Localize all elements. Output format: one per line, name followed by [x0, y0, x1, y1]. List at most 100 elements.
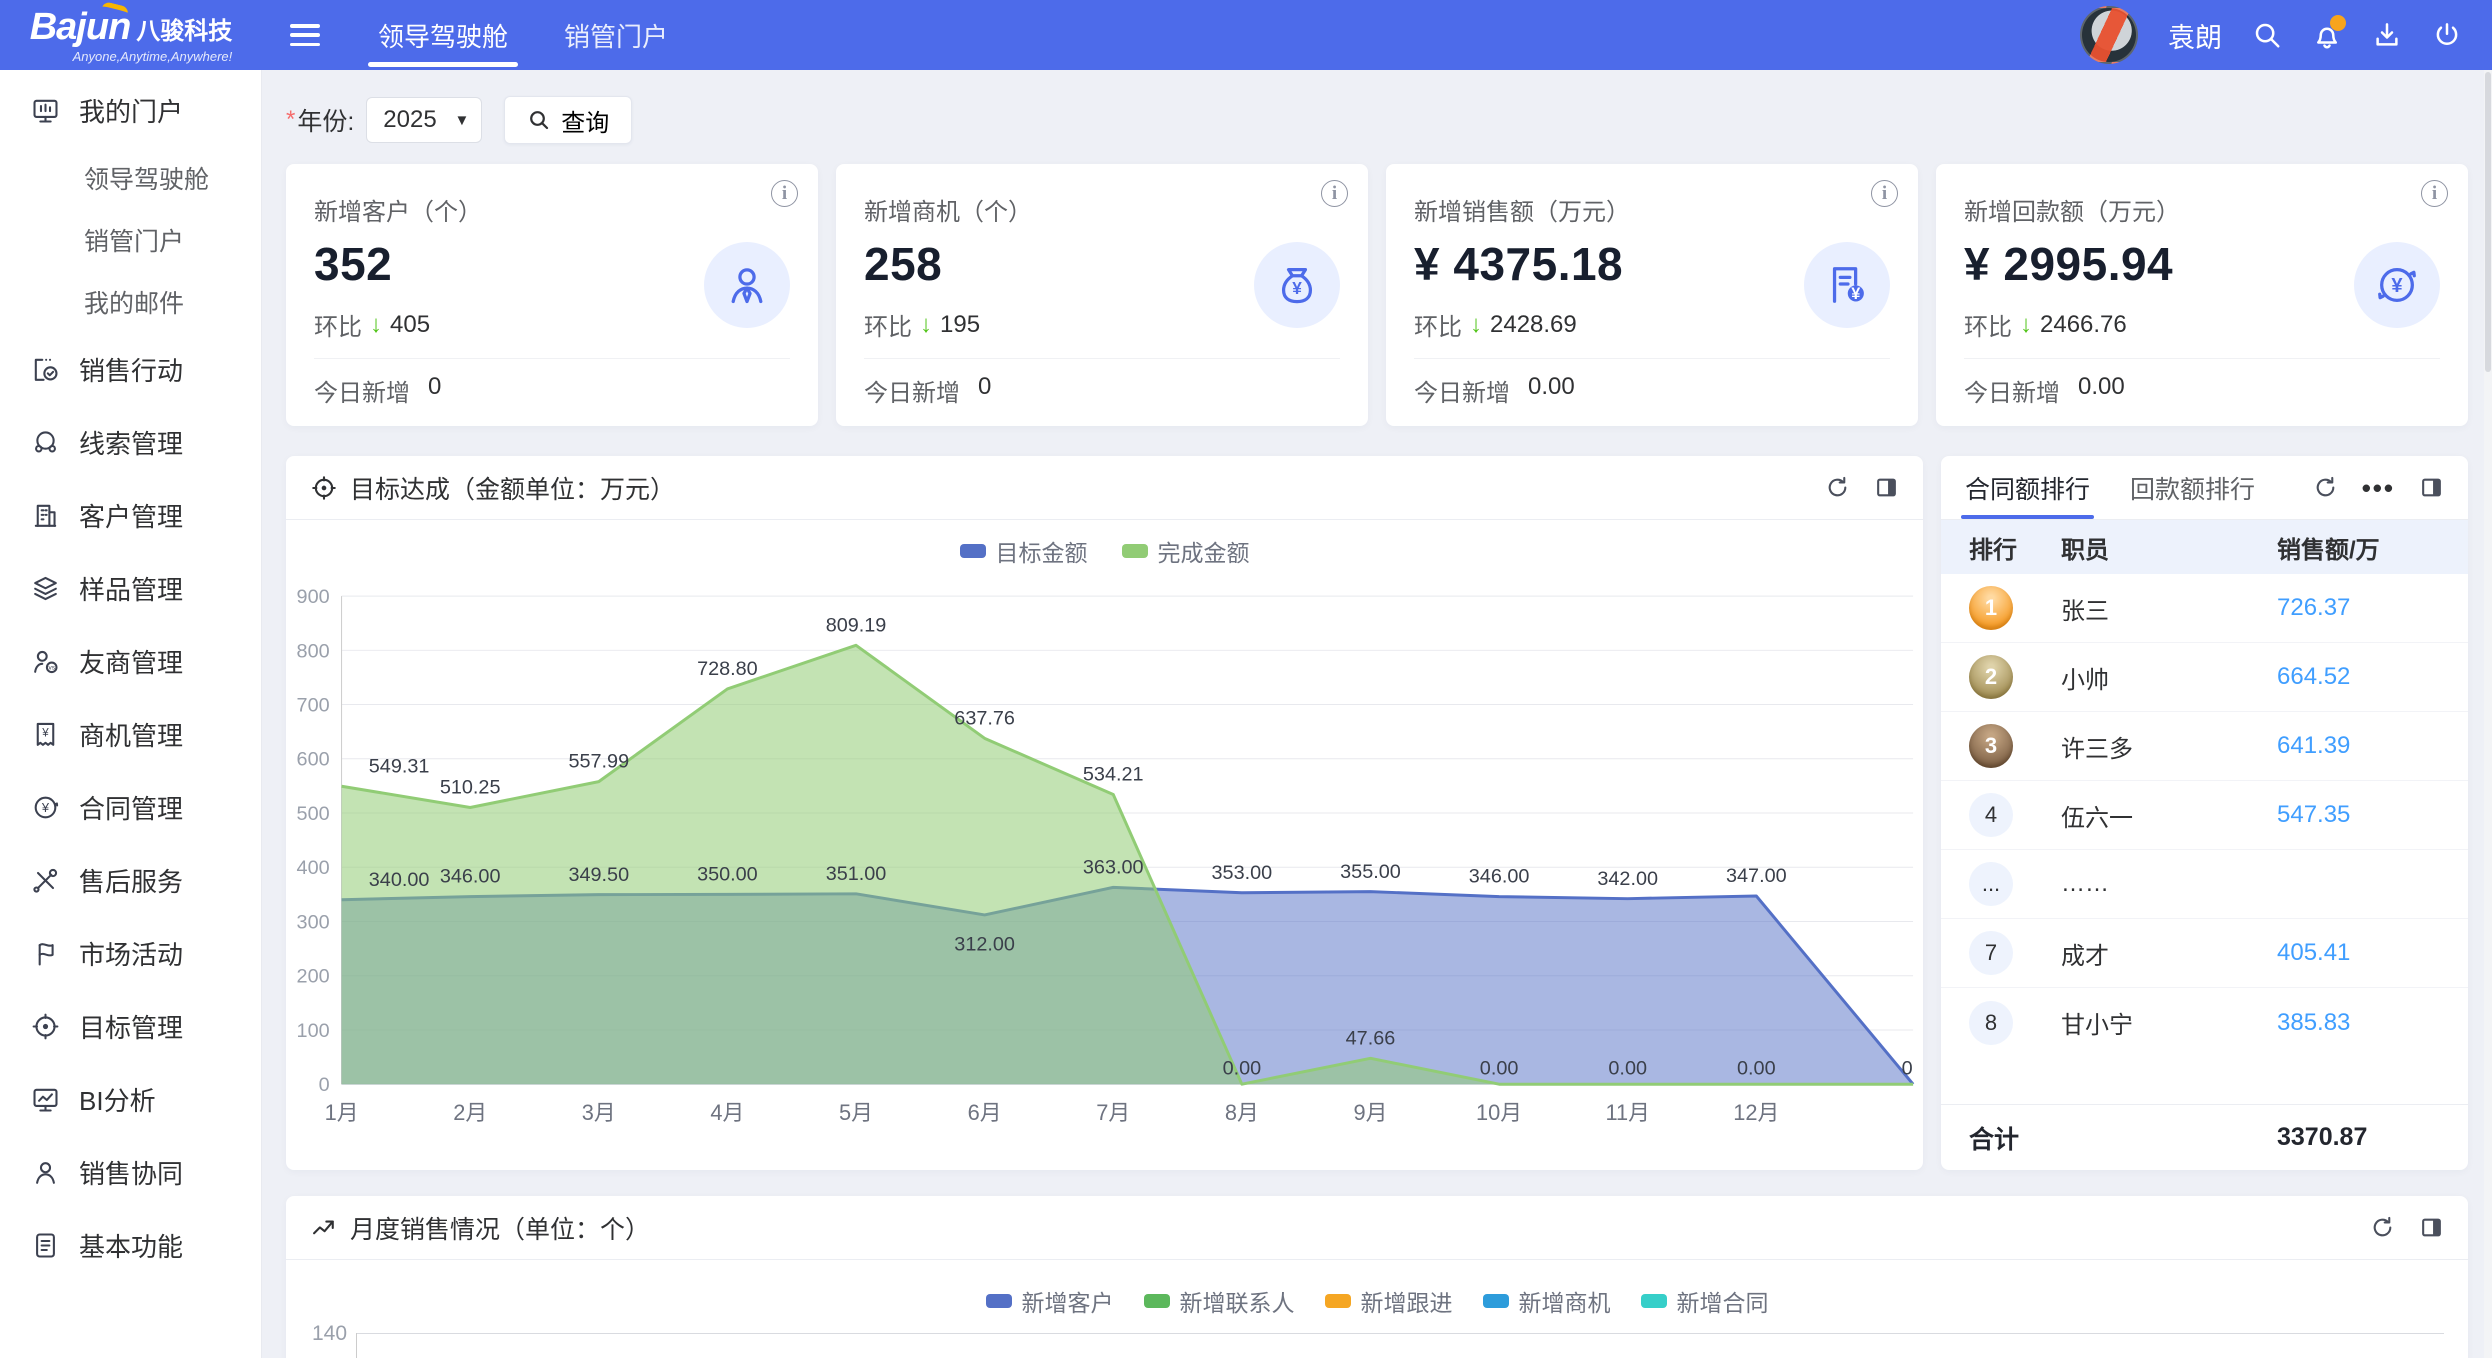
- brand-cn-text: 八骏科技: [136, 17, 233, 45]
- total-value: 3370.87: [2277, 1123, 2368, 1151]
- sidebar-item[interactable]: 目标管理: [0, 990, 261, 1063]
- more-icon[interactable]: •••: [2361, 472, 2395, 503]
- search-icon[interactable]: [2252, 20, 2282, 50]
- sales-amount-link[interactable]: 726.37: [2277, 594, 2351, 621]
- refresh-icon[interactable]: [2313, 475, 2338, 500]
- sidebar-item[interactable]: ¥ 合同管理: [0, 771, 261, 844]
- target-icon: [312, 475, 336, 500]
- table-row: ... ……: [1941, 850, 2468, 919]
- table-row: 3 许三多 641.39: [1941, 712, 2468, 781]
- sidebar-item[interactable]: ¥ 商机管理: [0, 698, 261, 771]
- avatar[interactable]: [2080, 6, 2138, 64]
- sales-amount-link[interactable]: 641.39: [2277, 732, 2351, 759]
- sample-icon: [34, 576, 57, 601]
- total-label: 合计: [1969, 1125, 2020, 1154]
- sidebar-item[interactable]: BI分析: [0, 1063, 261, 1136]
- medal-silver-icon: 2: [1969, 655, 2013, 699]
- nav-tab[interactable]: 领导驾驶舱: [350, 0, 536, 70]
- sidebar-item[interactable]: 线索管理: [0, 406, 261, 479]
- brand-swoosh: [101, 0, 130, 19]
- info-icon[interactable]: i: [2421, 180, 2448, 207]
- employee-name: ……: [2061, 870, 2109, 897]
- sidebar-item-label: 合同管理: [79, 794, 184, 824]
- search-button[interactable]: 查询: [504, 96, 633, 144]
- legend-label: 新增合同: [1676, 1290, 1769, 1316]
- sales-amount-link[interactable]: 664.52: [2277, 663, 2351, 690]
- svg-text:400: 400: [297, 857, 330, 879]
- ratio-label: 环比: [314, 314, 362, 341]
- svg-text:350.00: 350.00: [697, 863, 758, 885]
- sales-amount-link[interactable]: 405.41: [2277, 939, 2351, 966]
- today-label: 今日新增: [1414, 380, 1510, 407]
- bell-icon[interactable]: [2312, 15, 2346, 50]
- gridline-140: [356, 1333, 2444, 1334]
- sidebar-item[interactable]: 售后服务: [0, 844, 261, 917]
- page-scrollbar[interactable]: [2484, 70, 2492, 1358]
- ratio-value: 2466.76: [2040, 310, 2127, 338]
- refresh-icon[interactable]: [1825, 475, 1850, 500]
- brand-text: Bajun: [30, 0, 131, 46]
- svg-text:3月: 3月: [582, 1100, 616, 1125]
- sidebar-subitem[interactable]: 销管门户: [84, 228, 185, 256]
- sales-amount-link[interactable]: 547.35: [2277, 801, 2351, 828]
- kpi-icon-circle: ¥: [1804, 242, 1890, 328]
- nav-tab[interactable]: 销管门户: [564, 21, 669, 52]
- legend-marker: [1143, 1294, 1170, 1308]
- info-icon[interactable]: i: [1321, 180, 1348, 207]
- info-icon[interactable]: i: [771, 180, 798, 207]
- svg-text:900: 900: [297, 586, 330, 608]
- sidebar-item-label: 样品管理: [79, 575, 184, 605]
- download-icon[interactable]: [2372, 20, 2402, 50]
- menu-icon[interactable]: [290, 24, 320, 46]
- sidebar-item[interactable]: 样品管理: [0, 552, 261, 625]
- sidebar-item[interactable]: 客户管理: [0, 479, 261, 552]
- sidebar-subitem[interactable]: 领导驾驶舱: [84, 166, 210, 194]
- svg-text:11月: 11月: [1605, 1100, 1649, 1125]
- ratio-label: 环比: [1414, 314, 1462, 341]
- brand-logo[interactable]: Bajun 八骏科技 Anyone,Anytime,Anywhere!: [0, 0, 262, 63]
- svg-text:12月: 12月: [1733, 1100, 1779, 1125]
- svg-text:0.00: 0.00: [1223, 1057, 1262, 1079]
- sidebar-subitem[interactable]: 我的邮件: [84, 290, 185, 318]
- sales-amount-link[interactable]: 385.83: [2277, 1008, 2351, 1036]
- legend-item[interactable]: 新增合同: [1640, 1284, 1769, 1318]
- opportunity-icon: ¥: [36, 722, 55, 746]
- search-button-label: 查询: [561, 109, 610, 137]
- fullscreen-icon[interactable]: [2419, 1215, 2444, 1240]
- svg-text:7月: 7月: [1096, 1100, 1130, 1125]
- legend-item[interactable]: 新增客户: [985, 1284, 1114, 1318]
- legend-item[interactable]: 新增跟进: [1324, 1284, 1453, 1318]
- sidebar-item[interactable]: 销售行动: [0, 333, 261, 406]
- leads-icon: [35, 431, 56, 453]
- sidebar-item[interactable]: vs 友商管理: [0, 625, 261, 698]
- sidebar-item[interactable]: 市场活动: [0, 917, 261, 990]
- legend-item[interactable]: 新增联系人: [1143, 1284, 1295, 1318]
- y-tick-140: 140: [312, 1322, 348, 1345]
- down-arrow-icon: ↓: [920, 310, 932, 338]
- sidebar-item[interactable]: 基本功能: [0, 1209, 261, 1282]
- refresh-icon[interactable]: [2370, 1215, 2395, 1240]
- ranking-tab[interactable]: 合同额排行: [1960, 456, 2095, 519]
- legend-item[interactable]: 目标金额: [959, 534, 1088, 568]
- rank-badge: 7: [1969, 931, 2013, 975]
- legend-item[interactable]: 完成金额: [1121, 534, 1250, 568]
- ranking-tab[interactable]: 回款额排行: [2130, 475, 2256, 504]
- legend-marker: [1121, 544, 1148, 558]
- rank-badge: 4: [1969, 793, 2013, 837]
- legend-item[interactable]: 新增商机: [1482, 1284, 1611, 1318]
- user-name[interactable]: 袁朗: [2168, 22, 2222, 53]
- fullscreen-icon[interactable]: [2419, 475, 2444, 500]
- sidebar-item[interactable]: 销售协同: [0, 1136, 261, 1209]
- power-icon[interactable]: [2432, 20, 2462, 50]
- sidebar-item[interactable]: 我的门户: [0, 74, 261, 147]
- chevron-down-icon: ▼: [454, 111, 470, 129]
- table-row: 1 张三 726.37: [1941, 574, 2468, 643]
- svg-text:637.76: 637.76: [954, 707, 1015, 729]
- scrollbar-thumb[interactable]: [2485, 72, 2491, 372]
- kpi-title: 新增销售额（万元）: [1414, 199, 1630, 226]
- nav-tabs: 领导驾驶舱 销管门户: [350, 0, 696, 70]
- legend-marker: [1482, 1294, 1509, 1308]
- fullscreen-icon[interactable]: [1874, 475, 1899, 500]
- info-icon[interactable]: i: [1871, 180, 1898, 207]
- year-select[interactable]: 2025 ▼: [366, 97, 483, 143]
